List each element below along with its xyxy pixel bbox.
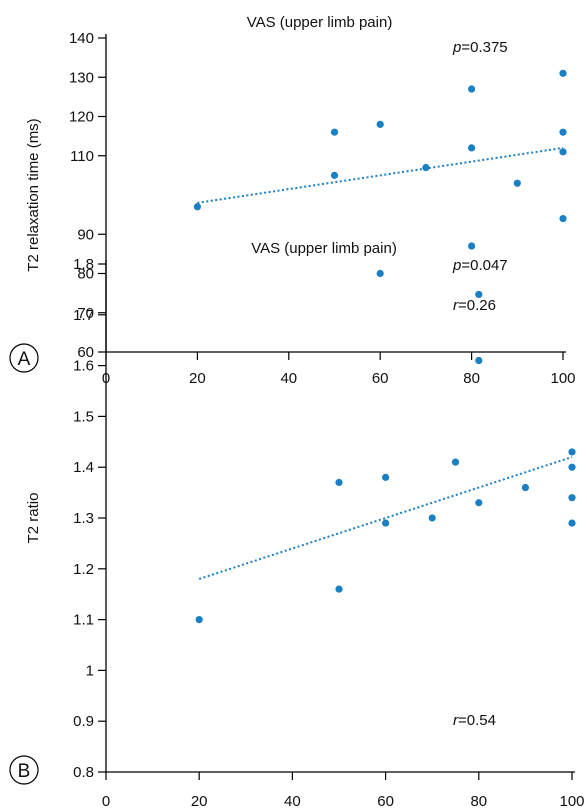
data-point [568, 494, 576, 502]
x-tick-label: 60 [377, 793, 394, 810]
chart-title: VAS (upper limb pain) [247, 14, 393, 31]
y-tick-label: 1 [86, 662, 94, 679]
data-point [475, 290, 483, 299]
y-tick-label: 0.9 [73, 713, 94, 730]
panel-a-scatter-chart: VAS (upper limb pain) T2 relaxation time … [9, 14, 576, 387]
data-point [468, 144, 476, 152]
y-tick-label: 70 [77, 305, 94, 322]
data-point [475, 356, 483, 365]
data-point [475, 499, 483, 507]
data-point [335, 585, 343, 593]
y-tick-label: 120 [69, 109, 94, 126]
r-value-label: r=0.54 [453, 712, 496, 729]
y-tick-label: 0.8 [73, 764, 94, 781]
data-point [376, 269, 384, 278]
x-tick-label: 40 [280, 370, 297, 387]
y-tick-label: 1.1 [73, 612, 94, 629]
y-tick-label: 60 [77, 344, 94, 361]
y-tick-label: 1.2 [73, 561, 94, 578]
r-symbol: r [453, 712, 459, 729]
data-point [559, 69, 567, 77]
panel-label-circle [9, 755, 39, 785]
y-tick-label: 80 [77, 266, 94, 283]
data-point [568, 519, 576, 527]
data-point [568, 463, 576, 471]
x-tick-label: 0 [102, 793, 110, 810]
y-tick-label: 90 [77, 226, 94, 243]
trend-line [197, 146, 564, 204]
x-tick-label: 100 [550, 370, 575, 387]
data-point [335, 478, 343, 487]
x-tick-label: 20 [191, 793, 208, 810]
y-tick-label: 1.3 [73, 510, 94, 527]
data-point [468, 242, 476, 250]
data-point [330, 171, 339, 179]
data-point [193, 203, 201, 211]
data-point [559, 128, 567, 136]
p-value-label: p=0.375 [452, 39, 508, 56]
x-tick-label: 80 [463, 370, 480, 387]
p-symbol: p [452, 257, 461, 274]
data-point [382, 473, 390, 481]
x-tick-label: 80 [470, 793, 487, 810]
p-value: =0.375 [461, 39, 507, 56]
data-point [559, 214, 567, 223]
data-point [195, 616, 203, 624]
chart-title: VAS (upper limb pain) [251, 240, 397, 257]
y-tick-label: 1.6 [73, 358, 94, 375]
x-tick-label: 40 [284, 793, 301, 810]
y-tick-label: 1.8 [73, 256, 94, 273]
data-point [568, 448, 576, 456]
x-tick-label: 20 [189, 370, 206, 387]
panel-label: B [18, 761, 31, 782]
p-symbol: p [452, 39, 461, 56]
r-value-label: r=0.26 [453, 297, 496, 314]
y-tick-label: 1.7 [73, 307, 94, 324]
p-value: =0.047 [461, 257, 507, 274]
y-tick-label: 140 [69, 30, 94, 47]
data-point [376, 120, 384, 128]
data-point [513, 179, 521, 187]
y-axis-label: T2 relaxation time (ms) [25, 118, 42, 271]
data-point [451, 458, 460, 466]
y-axis-label: T2 ratio [25, 493, 42, 544]
data-point [382, 519, 390, 527]
data-point [422, 163, 430, 172]
y-tick-label: 110 [70, 148, 94, 165]
r-symbol: r [453, 297, 459, 314]
data-point [468, 85, 476, 93]
r-value: =0.54 [458, 712, 496, 729]
panel-b-scatter-chart: VAS (upper limb pain) T2 ratio 0.8 0.9 1 1.1 1… [9, 240, 585, 810]
r-value: =0.26 [458, 297, 496, 314]
y-tick-label: 130 [69, 69, 94, 86]
data-point [330, 128, 339, 136]
y-tick-label: 1.4 [73, 459, 94, 476]
p-value-label: p=0.047 [452, 257, 508, 274]
data-point [559, 148, 567, 156]
x-tick-label: 60 [372, 370, 389, 387]
y-tick-label: 1.5 [73, 408, 94, 425]
panel-label-circle [9, 343, 39, 373]
data-point [428, 514, 436, 522]
x-tick-label: 100 [559, 793, 584, 810]
data-point [521, 483, 530, 492]
panel-label: A [18, 349, 31, 370]
